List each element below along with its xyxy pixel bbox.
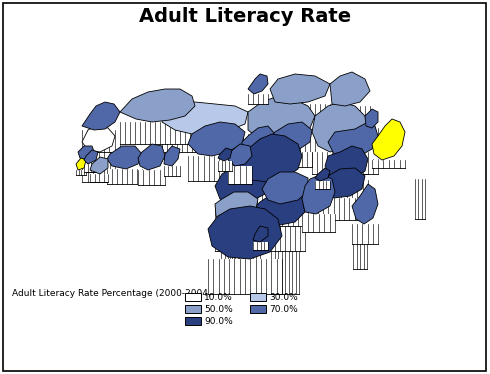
Polygon shape: [76, 158, 86, 170]
Polygon shape: [208, 206, 282, 259]
Polygon shape: [248, 74, 268, 94]
Polygon shape: [325, 146, 368, 180]
Bar: [312, 152, 368, 174]
Bar: [208, 259, 282, 294]
Bar: [188, 156, 245, 181]
Polygon shape: [162, 102, 248, 134]
Polygon shape: [82, 126, 115, 152]
Bar: [162, 134, 248, 152]
Polygon shape: [120, 89, 195, 122]
Bar: [232, 182, 302, 217]
Bar: [120, 122, 195, 144]
Polygon shape: [164, 146, 180, 166]
Bar: [250, 305, 266, 313]
Bar: [82, 130, 120, 152]
Polygon shape: [302, 174, 335, 214]
Bar: [325, 180, 368, 200]
Polygon shape: [215, 192, 258, 226]
Bar: [330, 106, 370, 124]
Polygon shape: [365, 109, 378, 128]
Bar: [253, 242, 268, 250]
Polygon shape: [270, 74, 330, 104]
Bar: [78, 160, 95, 172]
Bar: [270, 152, 312, 167]
Polygon shape: [232, 134, 302, 182]
Polygon shape: [262, 172, 308, 204]
Bar: [270, 104, 330, 119]
Bar: [164, 166, 180, 176]
Bar: [248, 140, 315, 158]
Bar: [328, 159, 378, 174]
Bar: [185, 317, 201, 325]
Polygon shape: [138, 144, 165, 170]
Polygon shape: [253, 226, 268, 242]
Bar: [228, 166, 252, 184]
Bar: [90, 174, 108, 182]
Polygon shape: [242, 126, 275, 156]
Polygon shape: [107, 146, 142, 169]
Polygon shape: [78, 146, 95, 160]
Polygon shape: [330, 72, 370, 106]
Polygon shape: [372, 119, 405, 160]
Text: 50.0%: 50.0%: [204, 304, 233, 313]
Bar: [352, 224, 378, 244]
Bar: [215, 204, 270, 232]
Text: Adult Literacy Rate: Adult Literacy Rate: [139, 6, 351, 25]
Bar: [302, 214, 335, 232]
Polygon shape: [84, 150, 98, 164]
Bar: [262, 204, 308, 226]
Polygon shape: [248, 96, 315, 140]
Bar: [315, 181, 330, 189]
Polygon shape: [215, 164, 270, 204]
Polygon shape: [218, 148, 232, 161]
Polygon shape: [352, 184, 378, 224]
Bar: [365, 128, 378, 138]
Bar: [242, 156, 275, 176]
Polygon shape: [90, 157, 108, 174]
Polygon shape: [188, 122, 245, 156]
Text: 10.0%: 10.0%: [204, 292, 233, 301]
Polygon shape: [318, 168, 365, 198]
Polygon shape: [250, 192, 305, 226]
Bar: [84, 164, 98, 172]
Text: 30.0%: 30.0%: [269, 292, 298, 301]
Polygon shape: [312, 102, 368, 152]
Bar: [250, 226, 305, 251]
Polygon shape: [328, 122, 378, 159]
Bar: [248, 94, 268, 104]
Polygon shape: [270, 122, 312, 152]
Text: 90.0%: 90.0%: [204, 316, 233, 325]
Bar: [318, 198, 365, 220]
Bar: [185, 293, 201, 301]
Polygon shape: [228, 144, 252, 166]
Bar: [138, 170, 165, 185]
Bar: [82, 152, 115, 182]
Text: Adult Literacy Rate Percentage (2000-2004): Adult Literacy Rate Percentage (2000-200…: [12, 289, 211, 298]
Polygon shape: [82, 102, 120, 130]
Bar: [76, 170, 86, 175]
Bar: [215, 226, 258, 251]
Bar: [372, 160, 405, 168]
Polygon shape: [315, 168, 330, 181]
Bar: [107, 169, 142, 184]
Text: 70.0%: 70.0%: [269, 304, 298, 313]
Bar: [218, 161, 232, 171]
Bar: [185, 305, 201, 313]
Bar: [250, 293, 266, 301]
